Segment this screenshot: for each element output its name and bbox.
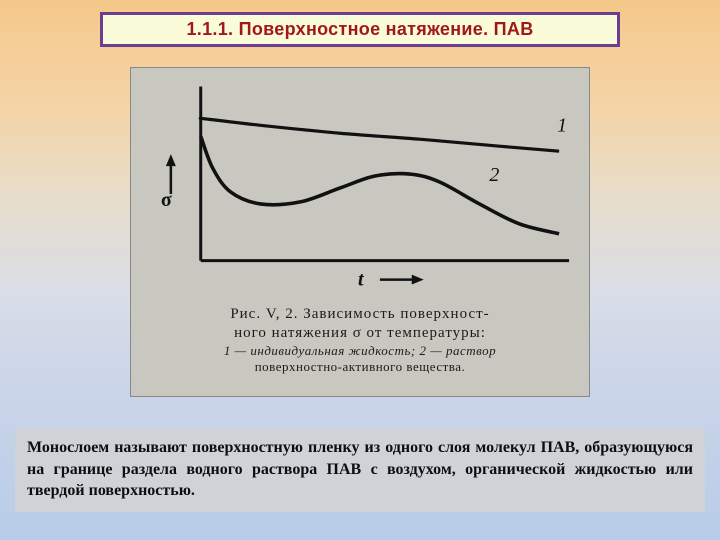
slide-title-box: 1.1.1. Поверхностное натяжение. ПАВ <box>100 12 620 47</box>
figure-panel: 1 2 σ t Рис. V, 2. Зависимость поверхнос… <box>130 67 590 397</box>
figure-caption: Рис. V, 2. Зависимость поверхност- ного … <box>141 305 579 375</box>
svg-text:t: t <box>358 269 365 291</box>
caption-line-2: ного натяжения σ от температуры: <box>141 324 579 343</box>
caption-line-3: 1 — индивидуальная жидкость; 2 — раствор <box>141 343 579 359</box>
definition-text: Монослоем называют поверхностную пленку … <box>15 427 705 512</box>
caption-line-3a: 1 — индивидуальная жидкость; <box>224 343 420 358</box>
caption-line-4: поверхностно-активного вещества. <box>141 359 579 375</box>
slide-title: 1.1.1. Поверхностное натяжение. ПАВ <box>186 19 533 39</box>
sigma-vs-t-chart: 1 2 σ t <box>141 76 579 296</box>
svg-text:2: 2 <box>489 164 499 186</box>
svg-text:1: 1 <box>557 114 567 136</box>
caption-line-1: Рис. V, 2. Зависимость поверхност- <box>141 305 579 324</box>
caption-line-3b: 2 — раствор <box>419 343 496 358</box>
